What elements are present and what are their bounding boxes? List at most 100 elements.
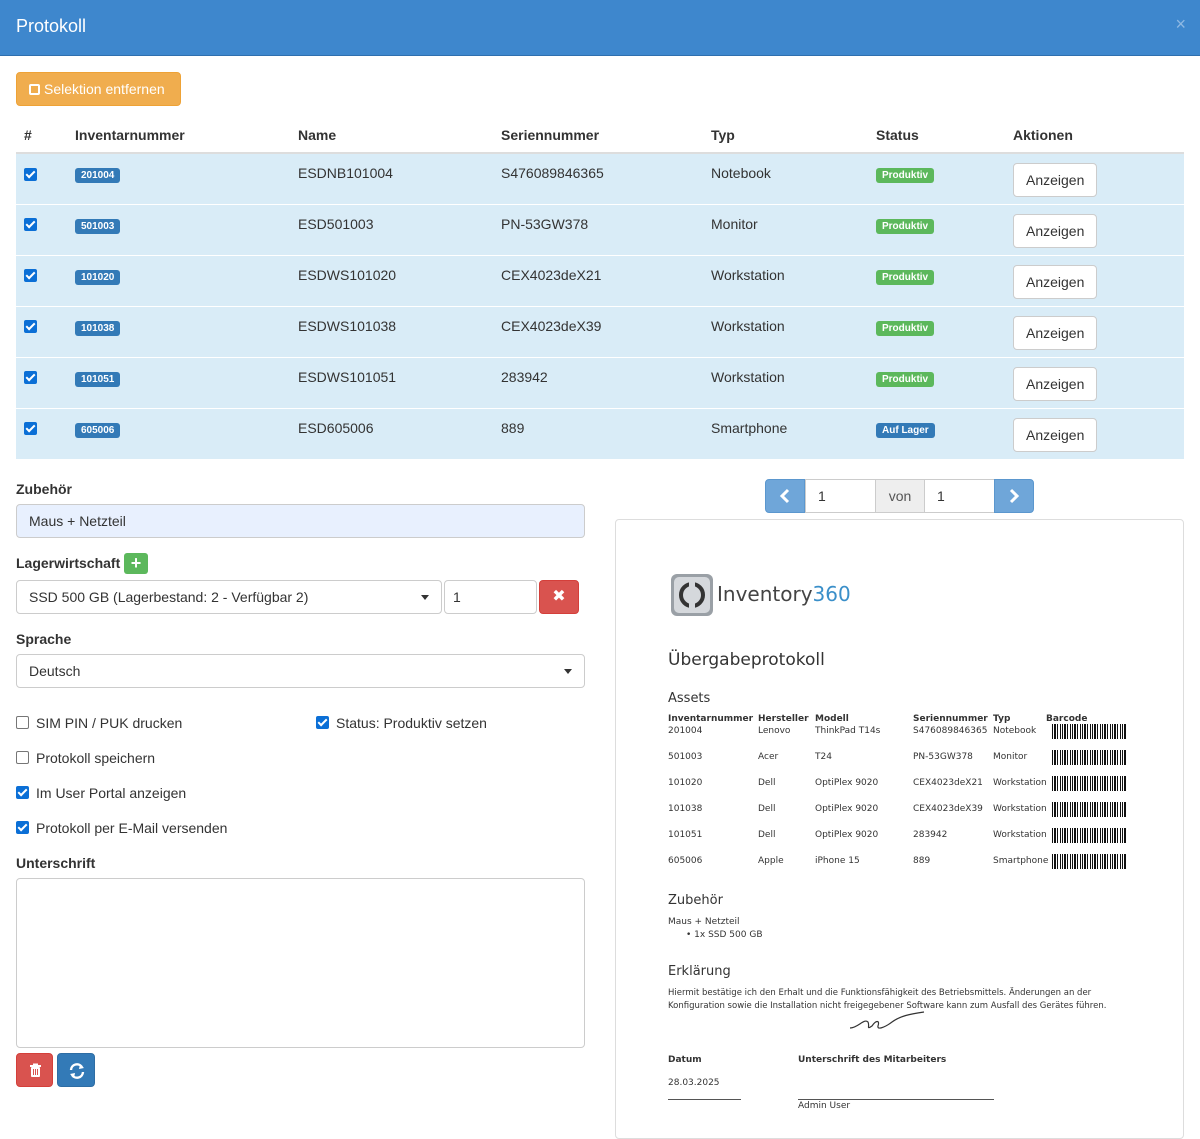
preview-accessories-item: • 1x SSD 500 GB [686,930,763,940]
stock-item-select[interactable]: SSD 500 GB (Lagerbestand: 2 - Verfügbar … [16,580,442,614]
inventory360-logo-icon [671,574,713,616]
email-label: Protokoll per E-Mail versenden [36,820,228,836]
preview-cell: Dell [758,778,776,788]
email-checkbox[interactable] [16,821,29,834]
modal-title: Protokoll [16,16,87,36]
row-checkbox[interactable] [24,218,37,232]
cell-type: Monitor [703,203,868,255]
inventory-badge: 101020 [75,269,121,285]
language-label: Sprache [16,631,72,647]
row-checkbox[interactable] [24,422,37,436]
save-protocol-checkbox[interactable] [16,751,29,764]
preview-col-header: Typ [993,714,1011,724]
square-icon [29,84,40,95]
sim-pin-checkbox[interactable] [16,716,29,729]
user-portal-option[interactable]: Im User Portal anzeigen [16,785,186,801]
cell-name: ESDWS101038 [290,305,493,357]
signature-pad[interactable] [16,878,585,1048]
preview-cell: OptiPlex 9020 [815,778,879,788]
preview-cell: iPhone 15 [815,856,860,866]
preview-cell: 201004 [668,726,703,736]
table-row: 201004 ESDNB101004 S476089846365 Noteboo… [16,152,1184,204]
preview-signature-label: Unterschrift des Mitarbeiters [798,1055,947,1065]
preview-col-header: Barcode [1046,714,1088,724]
preview-cell: Dell [758,804,776,814]
table-header-row: # Inventarnummer Name Seriennummer Typ S… [16,117,1184,154]
col-header: Typ [703,117,868,154]
preview-cell: Lenovo [758,726,791,736]
page-of-label: von [875,479,925,513]
col-header: Aktionen [1005,117,1184,154]
preview-cell: 605006 [668,856,703,866]
show-button[interactable]: Anzeigen [1013,417,1098,452]
add-stock-button[interactable]: + [124,553,148,574]
preview-assets-heading: Assets [668,691,711,706]
save-protocol-option[interactable]: Protokoll speichern [16,750,155,766]
show-button[interactable]: Anzeigen [1013,366,1098,401]
show-button[interactable]: Anzeigen [1013,163,1098,197]
close-icon[interactable]: × [1175,14,1186,34]
cell-name: ESD501003 [290,203,493,255]
preview-accessories-heading: Zubehör [668,893,723,908]
preview-cell: Dell [758,830,776,840]
preview-declaration-line: Hiermit bestätige ich den Erhalt und die… [668,988,1092,998]
preview-cell: OptiPlex 9020 [815,830,879,840]
user-portal-checkbox[interactable] [16,786,29,799]
remove-stock-button[interactable]: ✖ [539,580,579,614]
preview-cell: PN-53GW378 [913,752,973,762]
row-checkbox[interactable] [24,269,37,283]
cell-name: ESDNB101004 [290,152,493,204]
language-select[interactable]: Deutsch [16,654,585,688]
page-input[interactable]: 1 [805,479,876,513]
status-badge: Produktiv [876,269,935,285]
preview-cell: ThinkPad T14s [815,726,881,736]
email-option[interactable]: Protokoll per E-Mail versenden [16,820,227,836]
preview-date-value: 28.03.2025 [668,1078,720,1088]
protocol-preview: Inventory360 Übergabeprotokoll Assets In… [615,519,1184,1139]
status-productive-checkbox[interactable] [316,716,329,729]
table-row: 501003 ESD501003 PN-53GW378 Monitor Prod… [16,203,1184,255]
status-productive-option[interactable]: Status: Produktiv setzen [316,715,487,731]
show-button[interactable]: Anzeigen [1013,315,1098,350]
col-header: # [16,117,67,154]
preview-cell: OptiPlex 9020 [815,804,879,814]
row-checkbox[interactable] [24,371,37,385]
accessories-input[interactable]: Maus + Netzteil [16,504,585,538]
refresh-button[interactable] [57,1053,95,1087]
preview-col-header: Inventarnummer [668,714,754,724]
sim-pin-option[interactable]: SIM PIN / PUK drucken [16,715,182,731]
signature-line [798,1099,994,1100]
show-button[interactable]: Anzeigen [1013,213,1098,248]
deselect-button[interactable]: Selektion entfernen [16,72,181,106]
inventory-badge: 101038 [75,320,121,336]
cell-type: Smartphone [703,407,868,459]
clear-signature-button[interactable] [16,1053,53,1087]
preview-title: Übergabeprotokoll [668,650,825,670]
stock-quantity-input[interactable]: 1 [444,580,537,614]
row-checkbox[interactable] [24,320,37,334]
cell-serial: S476089846365 [493,152,703,204]
table-row: 101020 ESDWS101020 CEX4023deX21 Workstat… [16,254,1184,306]
deselect-button-label: Selektion entfernen [44,81,165,97]
inventory-badge: 501003 [75,218,121,234]
row-checkbox[interactable] [24,167,37,181]
show-button[interactable]: Anzeigen [1013,264,1098,299]
col-header: Status [868,117,1005,154]
prev-page-button[interactable] [765,479,805,513]
cell-name: ESDWS101020 [290,254,493,306]
col-header: Inventarnummer [67,117,290,154]
preview-cell: Notebook [993,726,1037,736]
cell-type: Workstation [703,356,868,408]
chevron-right-icon [1009,488,1020,504]
preview-accessories-text: Maus + Netzteil [668,917,740,927]
barcode-image [1052,802,1126,817]
stock-item-value: SSD 500 GB (Lagerbestand: 2 - Verfügbar … [29,589,309,605]
preview-col-header: Seriennummer [913,714,988,724]
barcode-image [1052,828,1126,843]
status-badge: Produktiv [876,168,935,183]
next-page-button[interactable] [994,479,1034,513]
status-productive-label: Status: Produktiv setzen [336,715,487,731]
preview-cell: S476089846365 [913,726,988,736]
preview-cell: Workstation [993,830,1047,840]
preview-cell: Acer [758,752,779,762]
